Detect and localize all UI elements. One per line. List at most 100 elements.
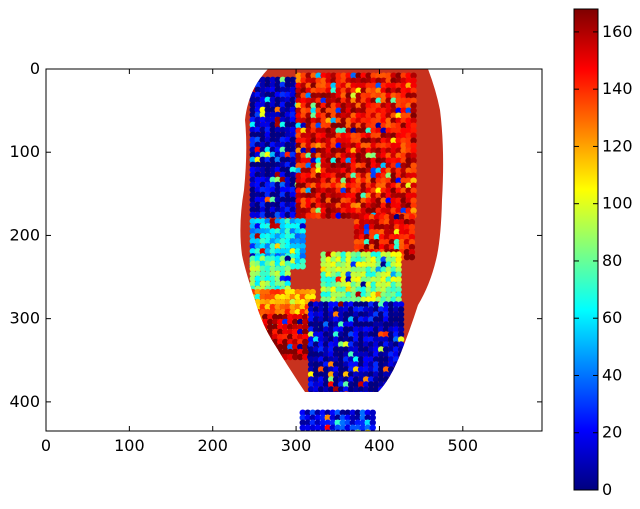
heatmap-cell — [269, 136, 276, 144]
heatmap-cell — [390, 127, 397, 134]
heatmap-cell — [264, 275, 271, 282]
heatmap-cell — [300, 177, 307, 184]
heatmap-cell — [325, 122, 332, 129]
heatmap-cell — [310, 167, 317, 174]
heatmap-cell — [302, 338, 309, 346]
heatmap-cell — [395, 157, 402, 164]
heatmap-cell — [373, 228, 381, 236]
heatmap-cell — [317, 346, 325, 353]
heatmap-cell — [380, 112, 387, 119]
heatmap-cell — [405, 82, 412, 89]
heatmap-cell — [302, 318, 309, 326]
heatmap-cell — [405, 202, 412, 209]
heatmap-cell — [335, 127, 342, 134]
heatmap-cell — [355, 202, 362, 209]
x-tick-label: 200 — [197, 436, 228, 455]
heatmap-cell — [307, 301, 315, 308]
x-tick-label: 500 — [448, 436, 479, 455]
heatmap-cell — [390, 82, 397, 89]
heatmap-cell — [395, 152, 402, 159]
heatmap-cell — [249, 96, 256, 104]
heatmap-cell — [269, 270, 276, 277]
heatmap-cell — [279, 248, 286, 255]
heatmap-cell — [264, 181, 271, 189]
heatmap-cell — [390, 197, 397, 204]
heatmap-cell — [368, 228, 376, 236]
heatmap-cell — [310, 212, 317, 219]
heatmap-cell — [377, 381, 385, 388]
heatmap-cell — [284, 298, 291, 306]
heatmap-cell — [337, 346, 345, 353]
heatmap-cell — [365, 182, 372, 189]
heatmap-cell — [325, 172, 332, 179]
heatmap-cell — [289, 136, 296, 144]
heatmap-cell — [370, 271, 377, 278]
heatmap-cell — [350, 286, 357, 293]
heatmap-cell — [340, 172, 347, 179]
heatmap-cell — [375, 281, 382, 288]
heatmap-cell — [330, 112, 337, 119]
heatmap-cell — [372, 366, 380, 373]
heatmap-cell — [400, 77, 407, 84]
heatmap-cell — [365, 251, 372, 258]
heatmap-cell — [325, 207, 332, 214]
heatmap-cell — [360, 102, 367, 109]
heatmap-cell — [249, 201, 256, 209]
heatmap-region-green-right — [320, 251, 402, 308]
heatmap-cell — [350, 122, 357, 129]
heatmap-cell — [382, 311, 390, 318]
heatmap-cell — [375, 266, 382, 273]
heatmap-cell — [390, 77, 397, 84]
heatmap-cell — [310, 92, 317, 99]
heatmap-cell — [370, 122, 377, 129]
heatmap-cell — [264, 116, 271, 124]
heatmap-cell — [340, 127, 347, 134]
heatmap-cell — [377, 356, 385, 363]
heatmap-cell — [325, 197, 332, 204]
heatmap-cell — [345, 281, 352, 288]
heatmap-cell — [388, 233, 396, 241]
heatmap-cell — [254, 298, 261, 306]
heatmap-cell — [295, 197, 302, 204]
heatmap-cell — [400, 122, 407, 129]
heatmap-cell — [410, 117, 417, 124]
heatmap-cell — [360, 162, 367, 169]
heatmap-cell — [264, 191, 271, 199]
heatmap-cell — [284, 248, 291, 255]
heatmap-cell — [294, 288, 301, 296]
heatmap-cell — [362, 376, 370, 383]
heatmap-cell — [382, 301, 390, 308]
heatmap-cell — [327, 341, 335, 348]
heatmap-cell — [259, 161, 266, 169]
heatmap-cell — [254, 111, 261, 119]
heatmap-cell — [360, 251, 367, 258]
heatmap-cell — [357, 311, 365, 318]
heatmap-cell — [375, 72, 382, 79]
heatmap-cell — [370, 147, 377, 154]
heatmap-cell — [320, 152, 327, 159]
heatmap-cell — [355, 187, 362, 194]
heatmap-cell — [279, 176, 286, 184]
heatmap-cell — [395, 197, 402, 204]
heatmap-cell — [320, 296, 327, 303]
heatmap-cell — [355, 92, 362, 99]
heatmap-cell — [295, 202, 302, 209]
heatmap-cell — [360, 177, 367, 184]
heatmap-cell — [284, 156, 291, 164]
heatmap-cell — [279, 298, 286, 306]
heatmap-cell — [358, 233, 366, 241]
heatmap-cell — [279, 76, 286, 84]
heatmap-cell — [345, 152, 352, 159]
heatmap-cell — [294, 263, 301, 270]
heatmap-cell — [363, 218, 371, 226]
heatmap-cell — [299, 233, 306, 240]
heatmap-cell — [289, 191, 296, 199]
heatmap-cell — [340, 207, 347, 214]
heatmap-cell — [264, 76, 271, 84]
heatmap-cell — [385, 271, 392, 278]
heatmap-cell — [320, 112, 327, 119]
heatmap-cell — [305, 172, 312, 179]
heatmap-cell — [269, 243, 276, 250]
heatmap-cell — [347, 316, 355, 323]
heatmap-cell — [408, 223, 416, 231]
